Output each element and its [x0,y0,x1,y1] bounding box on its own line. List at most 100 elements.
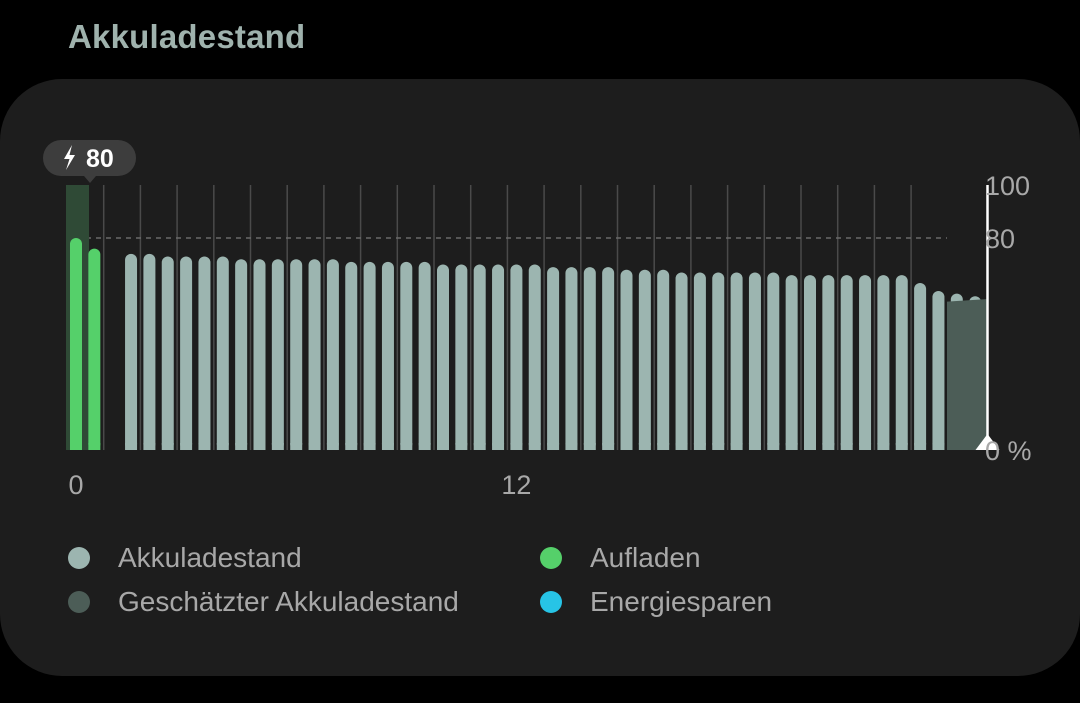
battery-bar [290,259,303,450]
battery-bar-base [271,443,284,450]
legend-item-battery: Akkuladestand [68,542,302,574]
battery-bar-base [730,443,743,450]
battery-bar-base [840,443,853,450]
battery-bar [326,259,339,450]
charging-bar-base [88,443,101,450]
battery-bar [638,269,651,450]
battery-bar-base [492,443,505,450]
battery-bar-base [602,443,615,450]
battery-bar-base [547,443,560,450]
section-title: Akkuladestand [68,18,306,55]
legend-dot-battery [68,547,90,569]
battery-bar-base [235,443,248,450]
battery-bar [271,259,284,450]
battery-bar [528,264,541,450]
battery-bar [693,272,706,450]
battery-bar [840,275,853,450]
lightning-icon [64,145,75,170]
battery-bar-base [180,443,193,450]
battery-bar [657,269,670,450]
legend-item-power-saving: Energiesparen [540,586,772,618]
y-tick-label: 80 [985,224,1015,254]
battery-bar-base [198,443,211,450]
legend-label-power-saving: Energiesparen [590,586,773,617]
charging-bar-base [70,443,82,450]
battery-bar-base [345,443,358,450]
battery-bar-base [657,443,670,450]
battery-bar [730,272,743,450]
battery-bar [675,272,688,450]
battery-bar-base [216,443,229,450]
legend-item-charging: Aufladen [540,542,701,574]
battery-bar [748,272,761,450]
battery-bar [308,259,321,450]
battery-bar [455,264,468,450]
battery-bar [565,267,578,450]
y-tick-label: 100 [985,171,1030,201]
battery-bar-base [712,443,725,450]
battery-bar-base [125,443,138,450]
legend-label-estimated: Geschätzter Akkuladestand [118,586,459,617]
battery-bar [914,283,927,450]
battery-bar [473,264,486,450]
battery-bar [180,256,193,450]
battery-bar [345,261,358,450]
legend-label-charging: Aufladen [590,542,701,573]
battery-bar [602,267,615,450]
charging-bar [88,248,101,450]
estimated-area [947,298,989,450]
battery-bar [143,253,156,450]
battery-bar-base [400,443,413,450]
battery-bar [253,259,266,450]
legend-label-battery: Akkuladestand [118,542,302,573]
legend-dot-estimated [68,591,90,613]
battery-bar [510,264,523,450]
battery-bar-base [583,443,596,450]
battery-bar [418,261,431,450]
battery-bar [198,256,211,450]
battery-bar [492,264,505,450]
battery-bar [895,275,908,450]
battery-bar-base [859,443,872,450]
current-time-marker [975,434,1000,450]
battery-chart[interactable]: 80 100 80 0 % 0 12 [0,79,1080,539]
battery-bar-base [161,443,174,450]
battery-bar-base [528,443,541,450]
battery-bar-base [877,443,890,450]
battery-bar-base [455,443,468,450]
x-tick-label: 12 [501,470,531,500]
battery-bar-base [510,443,523,450]
battery-bar [620,269,633,450]
battery-bar-base [932,443,945,450]
battery-bar-base [895,443,908,450]
battery-bar [547,267,560,450]
battery-bar [437,264,449,450]
battery-bar [583,267,596,450]
battery-bar [804,275,816,450]
battery-bar-base [693,443,706,450]
battery-bar-base [437,443,449,450]
battery-bar-base [914,443,927,450]
battery-bar [216,256,229,450]
legend-dot-charging [540,547,562,569]
battery-bar [932,291,945,450]
battery-bar-base [565,443,578,450]
charging-bar [70,238,82,450]
battery-bar-base [290,443,303,450]
battery-bar [125,253,138,450]
battery-bar-base [418,443,431,450]
battery-bar-base [785,443,798,450]
battery-bar [161,256,174,450]
battery-bar [381,261,394,450]
battery-bar-base [748,443,761,450]
charge-badge-value: 80 [86,145,114,173]
y-tick-label: 0 % [985,436,1032,466]
battery-bar-base [804,443,816,450]
battery-bar-base [253,443,266,450]
battery-bar-base [620,443,633,450]
battery-bar-base [308,443,321,450]
battery-bar [363,261,376,450]
battery-bar [767,272,780,450]
battery-bar-base [143,443,156,450]
battery-bar-base [473,443,486,450]
